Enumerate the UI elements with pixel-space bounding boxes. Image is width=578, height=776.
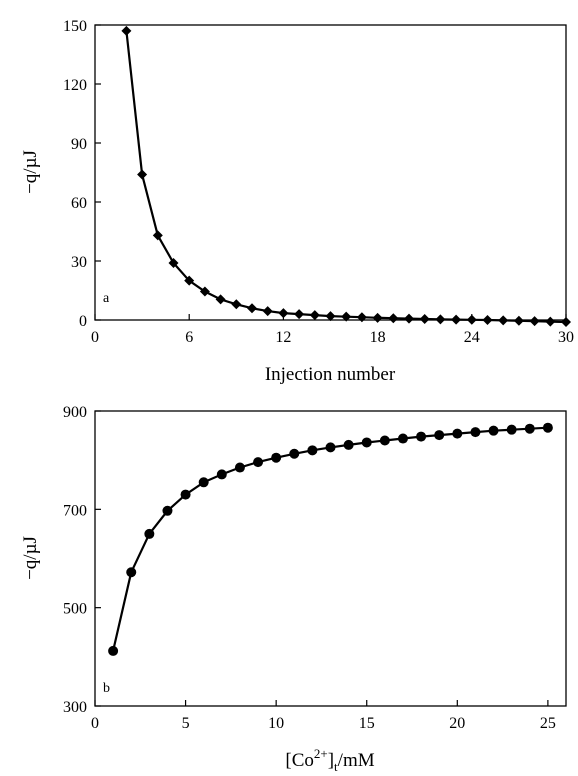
- panel-b-x-tick-label: 15: [359, 715, 375, 732]
- panel-b-x-tick-label: 20: [449, 715, 465, 732]
- panel-a-x-axis-title: Injection number: [265, 364, 396, 385]
- panel-b: 0 5 10 15 20 25 300 500 700 900 b [Co2+]t/mM −q/…: [20, 404, 567, 774]
- panel-b-frame: [94, 410, 567, 707]
- panel-a-y-axis-title: −q/µJ: [20, 150, 41, 194]
- panel-a-data-point: [419, 314, 430, 325]
- panel-a-data-point: [372, 312, 383, 323]
- panel-a-x-tick-label: 6: [185, 329, 193, 346]
- panel-b-data-point: [126, 567, 137, 578]
- panel-a-data-point: [231, 299, 242, 310]
- panel-b-data-point: [271, 452, 282, 463]
- panel-a-data-point: [498, 315, 509, 326]
- panel-b-data-point: [253, 457, 264, 468]
- panel-b-data-point: [307, 445, 318, 456]
- panel-b-x-title-sub: t: [334, 759, 338, 774]
- panel-b-data-point: [470, 427, 481, 438]
- panel-b-x-axis-title: [Co2+]t/mM: [285, 746, 374, 774]
- panel-a-x-tick-label: 0: [91, 329, 99, 346]
- panel-a-y-tick-label: 120: [63, 77, 87, 94]
- panel-a-data-point: [561, 316, 571, 327]
- panel-b-y-axis-title: −q/µJ: [20, 536, 41, 580]
- panel-a-y-tick-label: 0: [79, 313, 87, 330]
- panel-a-data-point: [529, 316, 540, 327]
- panel-a-data-point: [513, 315, 524, 326]
- panel-b-data-point: [180, 489, 191, 500]
- panel-a-data-point: [262, 306, 273, 317]
- panel-a-data-point: [356, 312, 367, 323]
- panel-b-points: [108, 422, 553, 656]
- panel-a-data-point: [545, 316, 556, 327]
- panel-a-data-point: [278, 308, 289, 319]
- panel-b-x-tick-label: 0: [91, 715, 99, 732]
- panel-a-data-point: [121, 25, 132, 36]
- panel-b-x-tick-label: 10: [268, 715, 284, 732]
- panel-b-data-point: [397, 433, 408, 444]
- panel-b-data-point: [434, 430, 445, 441]
- panel-a-data-point: [215, 294, 226, 305]
- panel-b-data-point: [325, 442, 336, 453]
- panel-a-data-point: [466, 314, 477, 325]
- panel-a-y-tick-label: 150: [63, 18, 87, 35]
- panel-a-y-tick-label: 90: [71, 136, 87, 153]
- panel-b-y-tick-label: 500: [63, 601, 87, 618]
- panel-b-data-point: [361, 437, 372, 448]
- panel-a-data-point: [309, 310, 320, 321]
- panel-b-data-point: [234, 462, 245, 473]
- panel-b-data-point: [289, 448, 300, 459]
- panel-a-frame: [94, 24, 567, 321]
- panel-a-x-tick-label: 18: [370, 329, 386, 346]
- panel-a-data-point: [168, 257, 179, 268]
- panel-b-data-point: [343, 439, 354, 450]
- panel-b-data-point: [379, 435, 390, 446]
- panel-b-y-ticks: 300 500 700 900: [63, 404, 101, 716]
- panel-b-label: b: [103, 681, 110, 696]
- panel-b-data-point: [488, 425, 499, 436]
- panel-b-x-title-main: [Co: [285, 750, 314, 771]
- panel-b-y-tick-label: 300: [63, 699, 87, 716]
- panel-a-data-point: [184, 275, 195, 286]
- panel-b-data-point: [144, 528, 155, 539]
- panel-a-data-point: [435, 314, 446, 325]
- panel-a-y-tick-label: 60: [71, 195, 87, 212]
- panel-b-data-point: [506, 424, 517, 435]
- panel-b-y-tick-label: 900: [63, 404, 87, 421]
- panel-a-data-point: [152, 230, 163, 241]
- panel-a-y-tick-label: 30: [71, 254, 87, 271]
- panel-b-data-point: [452, 428, 463, 439]
- panel-b-data-point: [198, 477, 209, 488]
- panel-b-x-tick-label: 25: [540, 715, 556, 732]
- panel-a-x-tick-label: 30: [558, 329, 574, 346]
- panel-b-data-point: [416, 431, 427, 442]
- panel-a-x-tick-label: 12: [275, 329, 291, 346]
- panel-b-x-title-rest: /mM: [338, 750, 375, 771]
- panel-a-data-point: [388, 313, 399, 324]
- panel-b-x-ticks: 0 5 10 15 20 25: [91, 700, 556, 732]
- panel-a-data-point: [451, 314, 462, 325]
- panel-b-data-point: [108, 645, 119, 656]
- panel-a-data-point: [404, 313, 414, 324]
- panel-b-data-point: [542, 422, 553, 433]
- panel-b-data-point: [524, 423, 535, 434]
- panel-a: 0 6 12 18 24 30 0 30 60 90 120 150 a Injection num…: [20, 18, 574, 385]
- panel-b-x-title-sup: 2+: [314, 746, 328, 761]
- panel-a-data-point: [341, 311, 352, 322]
- panel-b-x-title-bracket: ]: [328, 750, 334, 771]
- panel-a-y-ticks: 0 30 60 90 120 150: [63, 18, 101, 330]
- panel-a-points: [121, 25, 571, 327]
- panel-a-x-tick-label: 24: [464, 329, 480, 346]
- panel-b-data-point: [162, 505, 173, 516]
- panel-b-data-point: [216, 469, 227, 480]
- panel-a-label: a: [103, 291, 110, 306]
- panel-a-data-point: [137, 169, 148, 180]
- panel-b-x-tick-label: 5: [182, 715, 190, 732]
- panel-a-series-line: [125, 30, 567, 324]
- panel-a-data-point: [199, 286, 210, 297]
- panel-a-data-point: [325, 311, 336, 322]
- panel-a-data-point: [294, 309, 305, 320]
- panel-b-y-tick-label: 700: [63, 502, 87, 519]
- panel-a-data-point: [247, 303, 257, 314]
- panel-b-series-line: [112, 426, 548, 652]
- panel-a-data-point: [482, 315, 493, 325]
